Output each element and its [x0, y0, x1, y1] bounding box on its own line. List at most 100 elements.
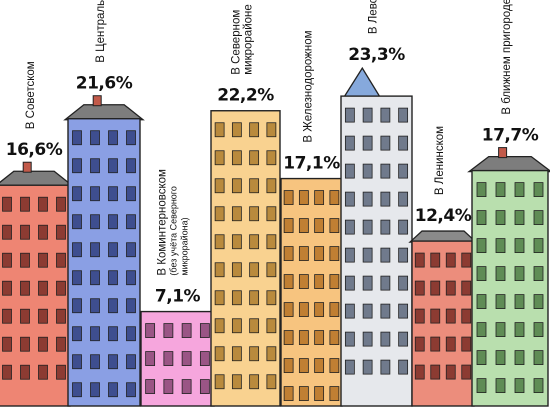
window: [20, 224, 30, 240]
window: [56, 196, 66, 212]
category-label: В Левобережном: [368, 0, 380, 34]
window: [2, 196, 12, 212]
window: [344, 303, 355, 319]
window: [398, 107, 409, 123]
window: [380, 107, 391, 123]
window: [514, 294, 525, 309]
category-label: В ближнем пригороде: [501, 0, 513, 115]
window: [283, 190, 294, 205]
window: [181, 323, 192, 338]
window: [398, 331, 409, 347]
window: [495, 378, 506, 393]
bar-building: [63, 95, 145, 407]
window: [214, 150, 225, 166]
chimney: [22, 161, 32, 173]
window: [266, 346, 277, 362]
category-text: В Коминтерновском: [157, 169, 169, 276]
window: [445, 280, 456, 296]
roof: [0, 170, 75, 187]
window: [329, 330, 340, 345]
bar-building: [210, 110, 281, 407]
window: [495, 322, 506, 337]
window: [90, 186, 100, 202]
window: [20, 364, 30, 380]
roof: [63, 104, 145, 121]
window: [533, 294, 544, 309]
value-label: 22,2%: [217, 86, 274, 106]
window: [126, 158, 136, 174]
window: [108, 382, 118, 398]
window: [514, 182, 525, 197]
window: [214, 318, 225, 334]
category-label: В Железнодорожном: [303, 30, 315, 142]
window: [445, 364, 456, 380]
window: [266, 234, 277, 250]
window: [126, 382, 136, 398]
window: [108, 326, 118, 342]
window: [2, 252, 12, 268]
window: [249, 122, 260, 138]
window: [72, 326, 82, 342]
window: [20, 196, 30, 212]
window: [298, 302, 309, 317]
window: [398, 275, 409, 291]
window: [533, 322, 544, 337]
category-text: В Левобережном: [368, 0, 380, 34]
window: [495, 350, 506, 365]
window: [38, 280, 48, 296]
window: [414, 364, 425, 380]
window: [461, 252, 472, 268]
window: [90, 242, 100, 258]
window: [108, 242, 118, 258]
window: [298, 274, 309, 289]
window: [430, 308, 441, 324]
window: [2, 308, 12, 324]
window: [514, 238, 525, 253]
window: [214, 206, 225, 222]
window: [514, 266, 525, 281]
window: [90, 214, 100, 230]
window: [344, 163, 355, 179]
window: [249, 374, 260, 390]
window: [362, 359, 373, 375]
window: [495, 182, 506, 197]
window: [476, 266, 487, 281]
window: [181, 379, 192, 394]
window: [56, 336, 66, 352]
window: [314, 218, 325, 233]
category-text: В Центральном: [95, 0, 107, 63]
window: [249, 262, 260, 278]
window: [56, 252, 66, 268]
window: [533, 182, 544, 197]
window: [329, 246, 340, 261]
window: [90, 326, 100, 342]
window: [362, 135, 373, 151]
window: [72, 158, 82, 174]
category-text: микрорайоне: [243, 4, 255, 75]
window: [249, 290, 260, 306]
value-label: 17,1%: [283, 154, 340, 174]
window: [231, 206, 242, 222]
bar-building: [467, 147, 550, 407]
window: [314, 330, 325, 345]
window: [199, 323, 210, 338]
window: [38, 224, 48, 240]
window: [283, 302, 294, 317]
window: [314, 274, 325, 289]
window: [266, 290, 277, 306]
window: [380, 247, 391, 263]
window: [380, 359, 391, 375]
window: [298, 386, 309, 401]
window: [398, 135, 409, 151]
value-label: 21,6%: [76, 74, 133, 94]
window: [20, 308, 30, 324]
window: [145, 323, 156, 338]
window: [283, 246, 294, 261]
window: [2, 280, 12, 296]
window: [344, 331, 355, 347]
window: [266, 262, 277, 278]
window: [430, 336, 441, 352]
window: [72, 354, 82, 370]
window: [445, 308, 456, 324]
